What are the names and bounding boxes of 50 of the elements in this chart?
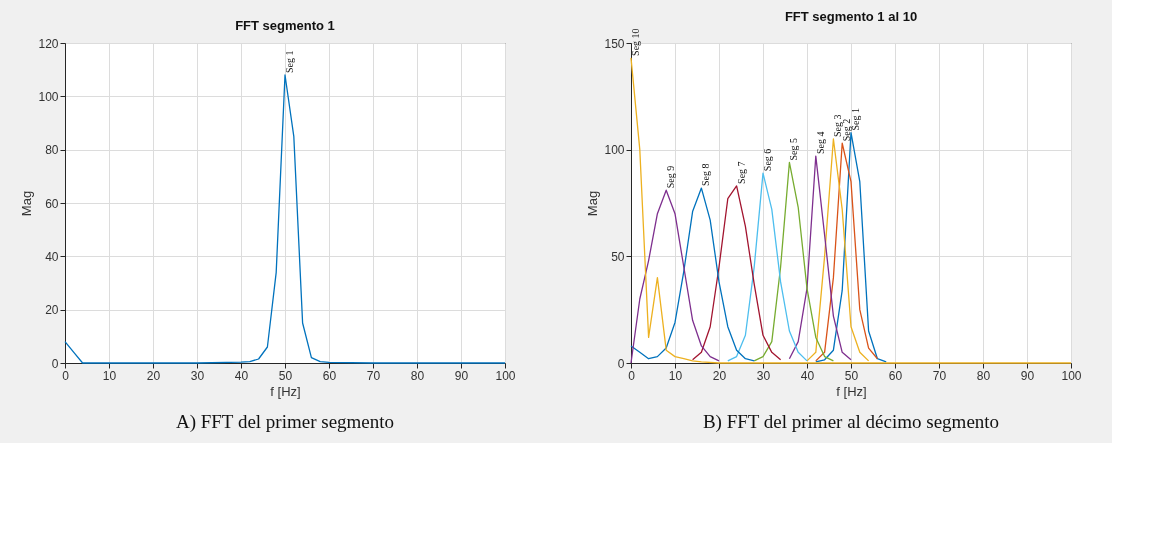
x-tick-label: 60 — [888, 368, 903, 383]
y-tick-label: 100 — [604, 143, 625, 158]
text: Seg 4 — [814, 131, 826, 155]
x-tick-label: 80 — [410, 368, 425, 383]
x-tick-label: 20 — [146, 368, 161, 383]
y-tick-label: 50 — [611, 249, 625, 264]
text: Seg 9 — [665, 165, 677, 189]
y-tick-label: 80 — [45, 143, 59, 158]
x-tick-label: 70 — [366, 368, 381, 383]
y-tick-label: 20 — [45, 303, 59, 318]
x-tick-label: 30 — [190, 368, 205, 383]
x-tick-label: 100 — [495, 368, 516, 383]
text: Seg 10 — [630, 28, 641, 56]
text: Seg 3 — [832, 114, 844, 137]
x-tick-label: 10 — [668, 368, 683, 383]
text: Seg 6 — [762, 148, 773, 172]
y-tick-label: 120 — [38, 36, 59, 51]
x-tick-label: 40 — [234, 368, 249, 383]
x-axis-title: f [Hz] — [836, 383, 867, 399]
x-tick-label: 30 — [756, 368, 771, 383]
y-tick-label: 150 — [604, 36, 625, 51]
x-tick-label: 50 — [844, 368, 859, 383]
text: Seg 7 — [735, 161, 747, 184]
x-tick-label: 100 — [1061, 368, 1082, 383]
y-axis-title: Mag — [19, 190, 35, 217]
text: Seg 1 — [284, 50, 295, 73]
y-tick-label: 0 — [51, 356, 59, 371]
x-tick-label: 60 — [322, 368, 337, 383]
x-tick-label: 40 — [800, 368, 815, 383]
y-tick-label: 0 — [617, 356, 625, 371]
x-tick-label: 20 — [712, 368, 727, 383]
y-tick-label: 60 — [45, 196, 59, 211]
x-tick-label: 50 — [278, 368, 293, 383]
chart-title: FFT segmento 1 — [235, 18, 335, 33]
text: B) FFT del primer al décimo segmento — [702, 411, 1000, 433]
y-axis-title: Mag — [585, 190, 601, 217]
x-tick-label: 0 — [628, 368, 636, 383]
x-tick-label: 70 — [932, 368, 947, 383]
chart-title: FFT segmento 1 al 10 — [784, 9, 918, 25]
x-tick-label: 90 — [454, 368, 469, 383]
text: Seg 8 — [700, 163, 712, 187]
y-tick-label: 40 — [45, 249, 59, 264]
x-tick-label: 10 — [102, 368, 117, 383]
x-tick-label: 0 — [62, 368, 70, 383]
x-axis-title: f [Hz] — [270, 383, 301, 399]
y-tick-label: 100 — [38, 89, 59, 104]
text: Seg 5 — [788, 137, 800, 161]
x-tick-label: 90 — [1020, 368, 1035, 383]
text: A) FFT del primer segmento — [175, 411, 395, 433]
x-tick-label: 80 — [976, 368, 991, 383]
